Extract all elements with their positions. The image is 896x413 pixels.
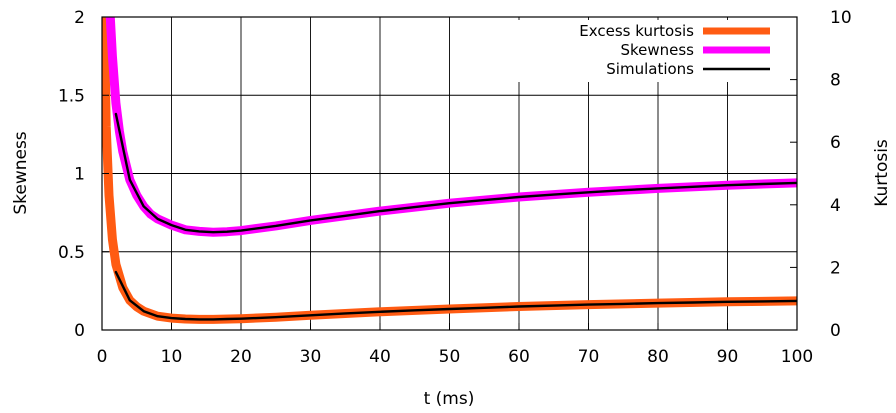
series-layer [102,17,797,324]
x-tick-label: 100 [781,347,813,367]
x-tick-label: 60 [508,347,530,367]
series-line-simulations-kurtosis [114,270,797,321]
y-tick-label-left: 0 [74,321,85,341]
legend: Excess kurtosis Skewness Simulations [518,20,780,82]
y-tick-label-left: 1.5 [58,86,85,106]
x-tick-label: 20 [230,347,252,367]
y-tick-label-right: 10 [830,8,852,28]
x-tick-label: 40 [369,347,391,367]
x-axis-label: t (ms) [424,389,475,409]
x-tick-label: 0 [97,347,108,367]
y-tick-label-left: 1 [74,165,85,185]
x-tick-label: 50 [439,347,461,367]
legend-label-excess-kurtosis: Excess kurtosis [579,22,694,40]
y-tick-label-left: 2 [74,8,85,28]
y-tick-label-right: 0 [830,321,841,341]
x-tick-label: 90 [717,347,739,367]
x-tick-label: 30 [300,347,322,367]
y-tick-label-right: 8 [830,71,841,91]
y-tick-label-right: 6 [830,133,841,153]
y-tick-label-right: 4 [830,196,841,216]
y-tick-label-left: 0.5 [58,243,85,263]
y-axis-label-left: Skewness [11,131,31,214]
x-tick-label: 70 [578,347,600,367]
legend-label-simulations: Simulations [606,60,694,78]
series-line-simulations-skewness [114,112,797,234]
x-tick-label: 10 [161,347,183,367]
legend-label-skewness: Skewness [620,41,694,59]
y-tick-label-right: 2 [830,258,841,278]
y-axis-label-right: Kurtosis [872,139,892,207]
x-tick-label: 80 [647,347,669,367]
tick-marks [101,16,798,331]
